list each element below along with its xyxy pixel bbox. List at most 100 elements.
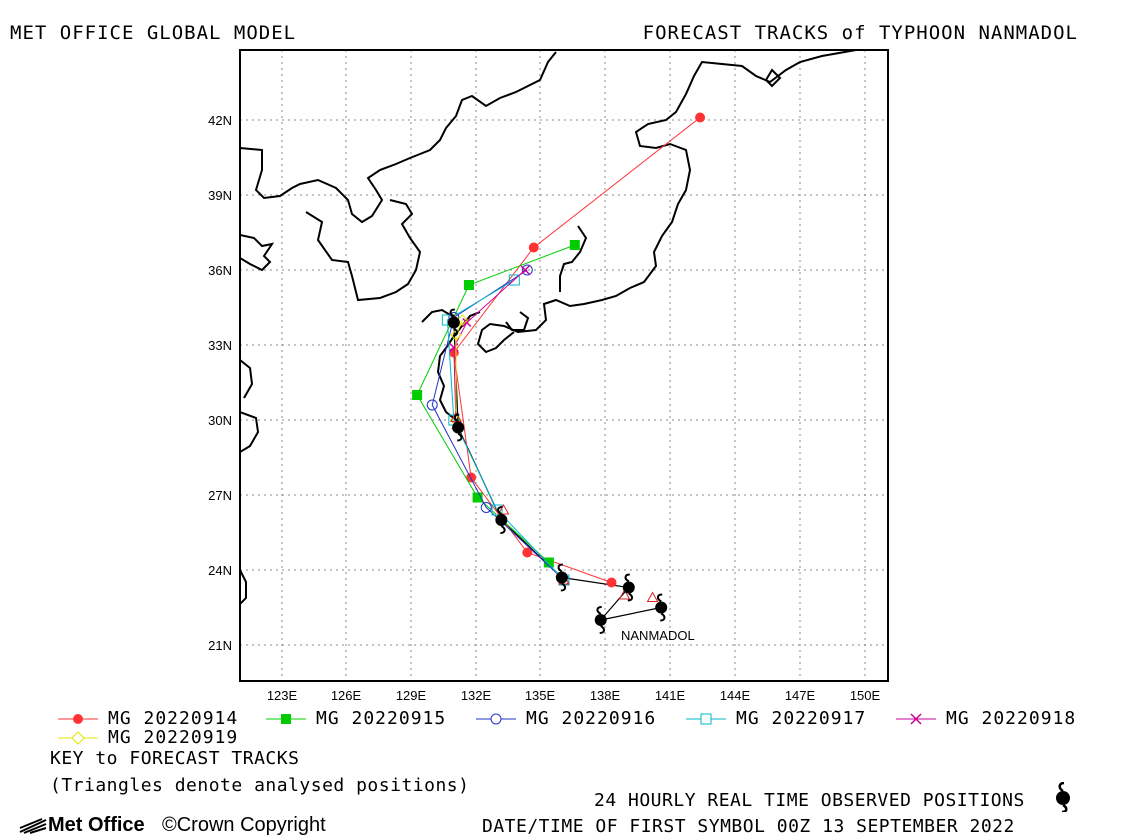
- gridlines: [240, 50, 888, 681]
- analysed-position: [450, 411, 462, 422]
- typhoon-symbol: [495, 514, 508, 526]
- legend-marker-0916: [476, 713, 516, 724]
- typhoon-symbol-arm: [660, 612, 666, 622]
- tracks-layer: [412, 112, 706, 634]
- copyright: ©Crown Copyright: [162, 814, 326, 836]
- legend-label-0916: MG 20220916: [526, 708, 657, 729]
- forecast-point: [695, 112, 706, 123]
- forecast-point: [606, 577, 617, 588]
- legend-row-1: MG 20220914 MG 20220915 MG 20220916 MG 2…: [56, 708, 1126, 732]
- lat-tick-27n: 27N: [208, 488, 232, 503]
- forecast-point: [412, 390, 423, 400]
- lon-tick-labels: 123E 126E 129E 132E 135E 138E 141E 144E …: [267, 688, 881, 703]
- forecast-point: [449, 342, 459, 353]
- lon-tick-129e: 129E: [396, 688, 427, 703]
- forecast-point: [450, 329, 462, 341]
- legend-item-0916: MG 20220916: [474, 708, 656, 729]
- forecast-point: [456, 314, 469, 326]
- lat-tick-42n: 42N: [208, 113, 232, 128]
- met-office-logo: Met Office: [18, 814, 145, 837]
- legend-marker-0917: [686, 713, 726, 724]
- typhoon-symbol-arm: [599, 625, 605, 634]
- typhoon-symbol-arm: [656, 593, 663, 603]
- analysed-position: [618, 588, 631, 600]
- typhoon-symbol-arm: [624, 573, 630, 583]
- legend-label-0914: MG 20220914: [108, 708, 239, 729]
- legend-item-0914: MG 20220914: [56, 708, 238, 729]
- typhoon-symbol-arm: [453, 413, 460, 423]
- forecast-point: [521, 264, 533, 276]
- lat-tick-33n: 33N: [208, 338, 232, 353]
- lon-tick-126e: 126E: [331, 688, 362, 703]
- forecast-point: [508, 274, 520, 286]
- analysed-position: [497, 503, 510, 515]
- lat-tick-39n: 39N: [208, 188, 232, 203]
- forecast-point: [462, 317, 472, 328]
- key-title: KEY to FORECAST TRACKS: [50, 748, 300, 769]
- forecast-point: [480, 502, 492, 513]
- legend-item-0919: MG 20220919: [56, 727, 238, 748]
- lon-tick-135e: 135E: [525, 688, 556, 703]
- typhoon-symbol-arm: [557, 563, 563, 573]
- lon-tick-150e: 150E: [850, 688, 881, 703]
- forecast-point: [472, 492, 483, 503]
- lat-tick-36n: 36N: [208, 263, 232, 278]
- typhoon-symbol-arm: [627, 592, 634, 602]
- lat-tick-30n: 30N: [208, 413, 232, 428]
- typhoon-symbol: [655, 601, 668, 614]
- met-office-logo-icon: [19, 817, 47, 834]
- legend-label-0917: MG 20220917: [736, 708, 867, 729]
- lat-tick-labels: 42N 39N 36N 33N 30N 27N 24N 21N: [208, 113, 232, 653]
- legend-item-0918: MG 20220918: [894, 708, 1076, 729]
- forecast-track-line: [453, 117, 701, 583]
- forecast-point: [520, 265, 530, 275]
- typhoon-symbol: [622, 581, 635, 594]
- lat-tick-21n: 21N: [208, 638, 232, 653]
- key-note: (Triangles denote analysed positions): [50, 775, 470, 796]
- right-title: FORECAST TRACKS of TYPHOON NANMADOL: [642, 22, 1078, 44]
- forecast-point: [426, 399, 438, 411]
- coastlines: [240, 50, 884, 605]
- forecast-point: [569, 240, 580, 250]
- analysed-position: [646, 591, 659, 602]
- typhoon-symbol: [555, 571, 568, 584]
- legend-marker-0914: [58, 713, 98, 724]
- legend-label-0915: MG 20220915: [316, 708, 447, 729]
- lon-tick-132e: 132E: [461, 688, 492, 703]
- forecast-point: [463, 280, 474, 290]
- datetime-note: DATE/TIME OF FIRST SYMBOL 00Z 13 SEPTEMB…: [482, 816, 1015, 837]
- typhoon-symbol-arm: [449, 308, 455, 318]
- lon-tick-141e: 141E: [655, 688, 686, 703]
- typhoon-symbol-arm: [452, 327, 459, 337]
- lon-tick-147e: 147E: [785, 688, 816, 703]
- lon-tick-123e: 123E: [267, 688, 298, 703]
- typhoon-symbol-arm: [497, 506, 503, 515]
- typhoon-symbol: [452, 421, 465, 434]
- lon-tick-144e: 144E: [720, 688, 751, 703]
- legend-item-0917: MG 20220917: [684, 708, 866, 729]
- forecast-point: [528, 242, 539, 253]
- typhoon-symbol-arm: [457, 432, 463, 442]
- storm-label: NANMADOL: [621, 628, 695, 643]
- forecast-point: [522, 547, 533, 558]
- left-title: MET OFFICE GLOBAL MODEL: [10, 22, 297, 44]
- plot-border: [239, 49, 889, 682]
- legend-marker-0918: [896, 712, 936, 725]
- typhoon-symbol-arm: [596, 606, 602, 615]
- typhoon-symbol: [447, 316, 460, 329]
- forecast-point: [543, 557, 554, 568]
- typhoon-symbol-icon: [1056, 782, 1070, 812]
- legend-item-0915: MG 20220915: [264, 708, 446, 729]
- lat-tick-24n: 24N: [208, 563, 232, 578]
- typhoon-symbol: [594, 614, 607, 626]
- observed-note: 24 HOURLY REAL TIME OBSERVED POSITIONS: [594, 790, 1025, 811]
- forecast-point: [491, 504, 503, 516]
- typhoon-symbol-arm: [560, 582, 567, 592]
- lon-tick-138e: 138E: [590, 688, 621, 703]
- legend-marker-0919: [58, 730, 98, 745]
- typhoon-symbol-arm: [500, 525, 506, 534]
- legend-marker-0915: [266, 713, 306, 724]
- legend-label-0919: MG 20220919: [108, 727, 239, 748]
- forecast-track-line: [446, 279, 565, 581]
